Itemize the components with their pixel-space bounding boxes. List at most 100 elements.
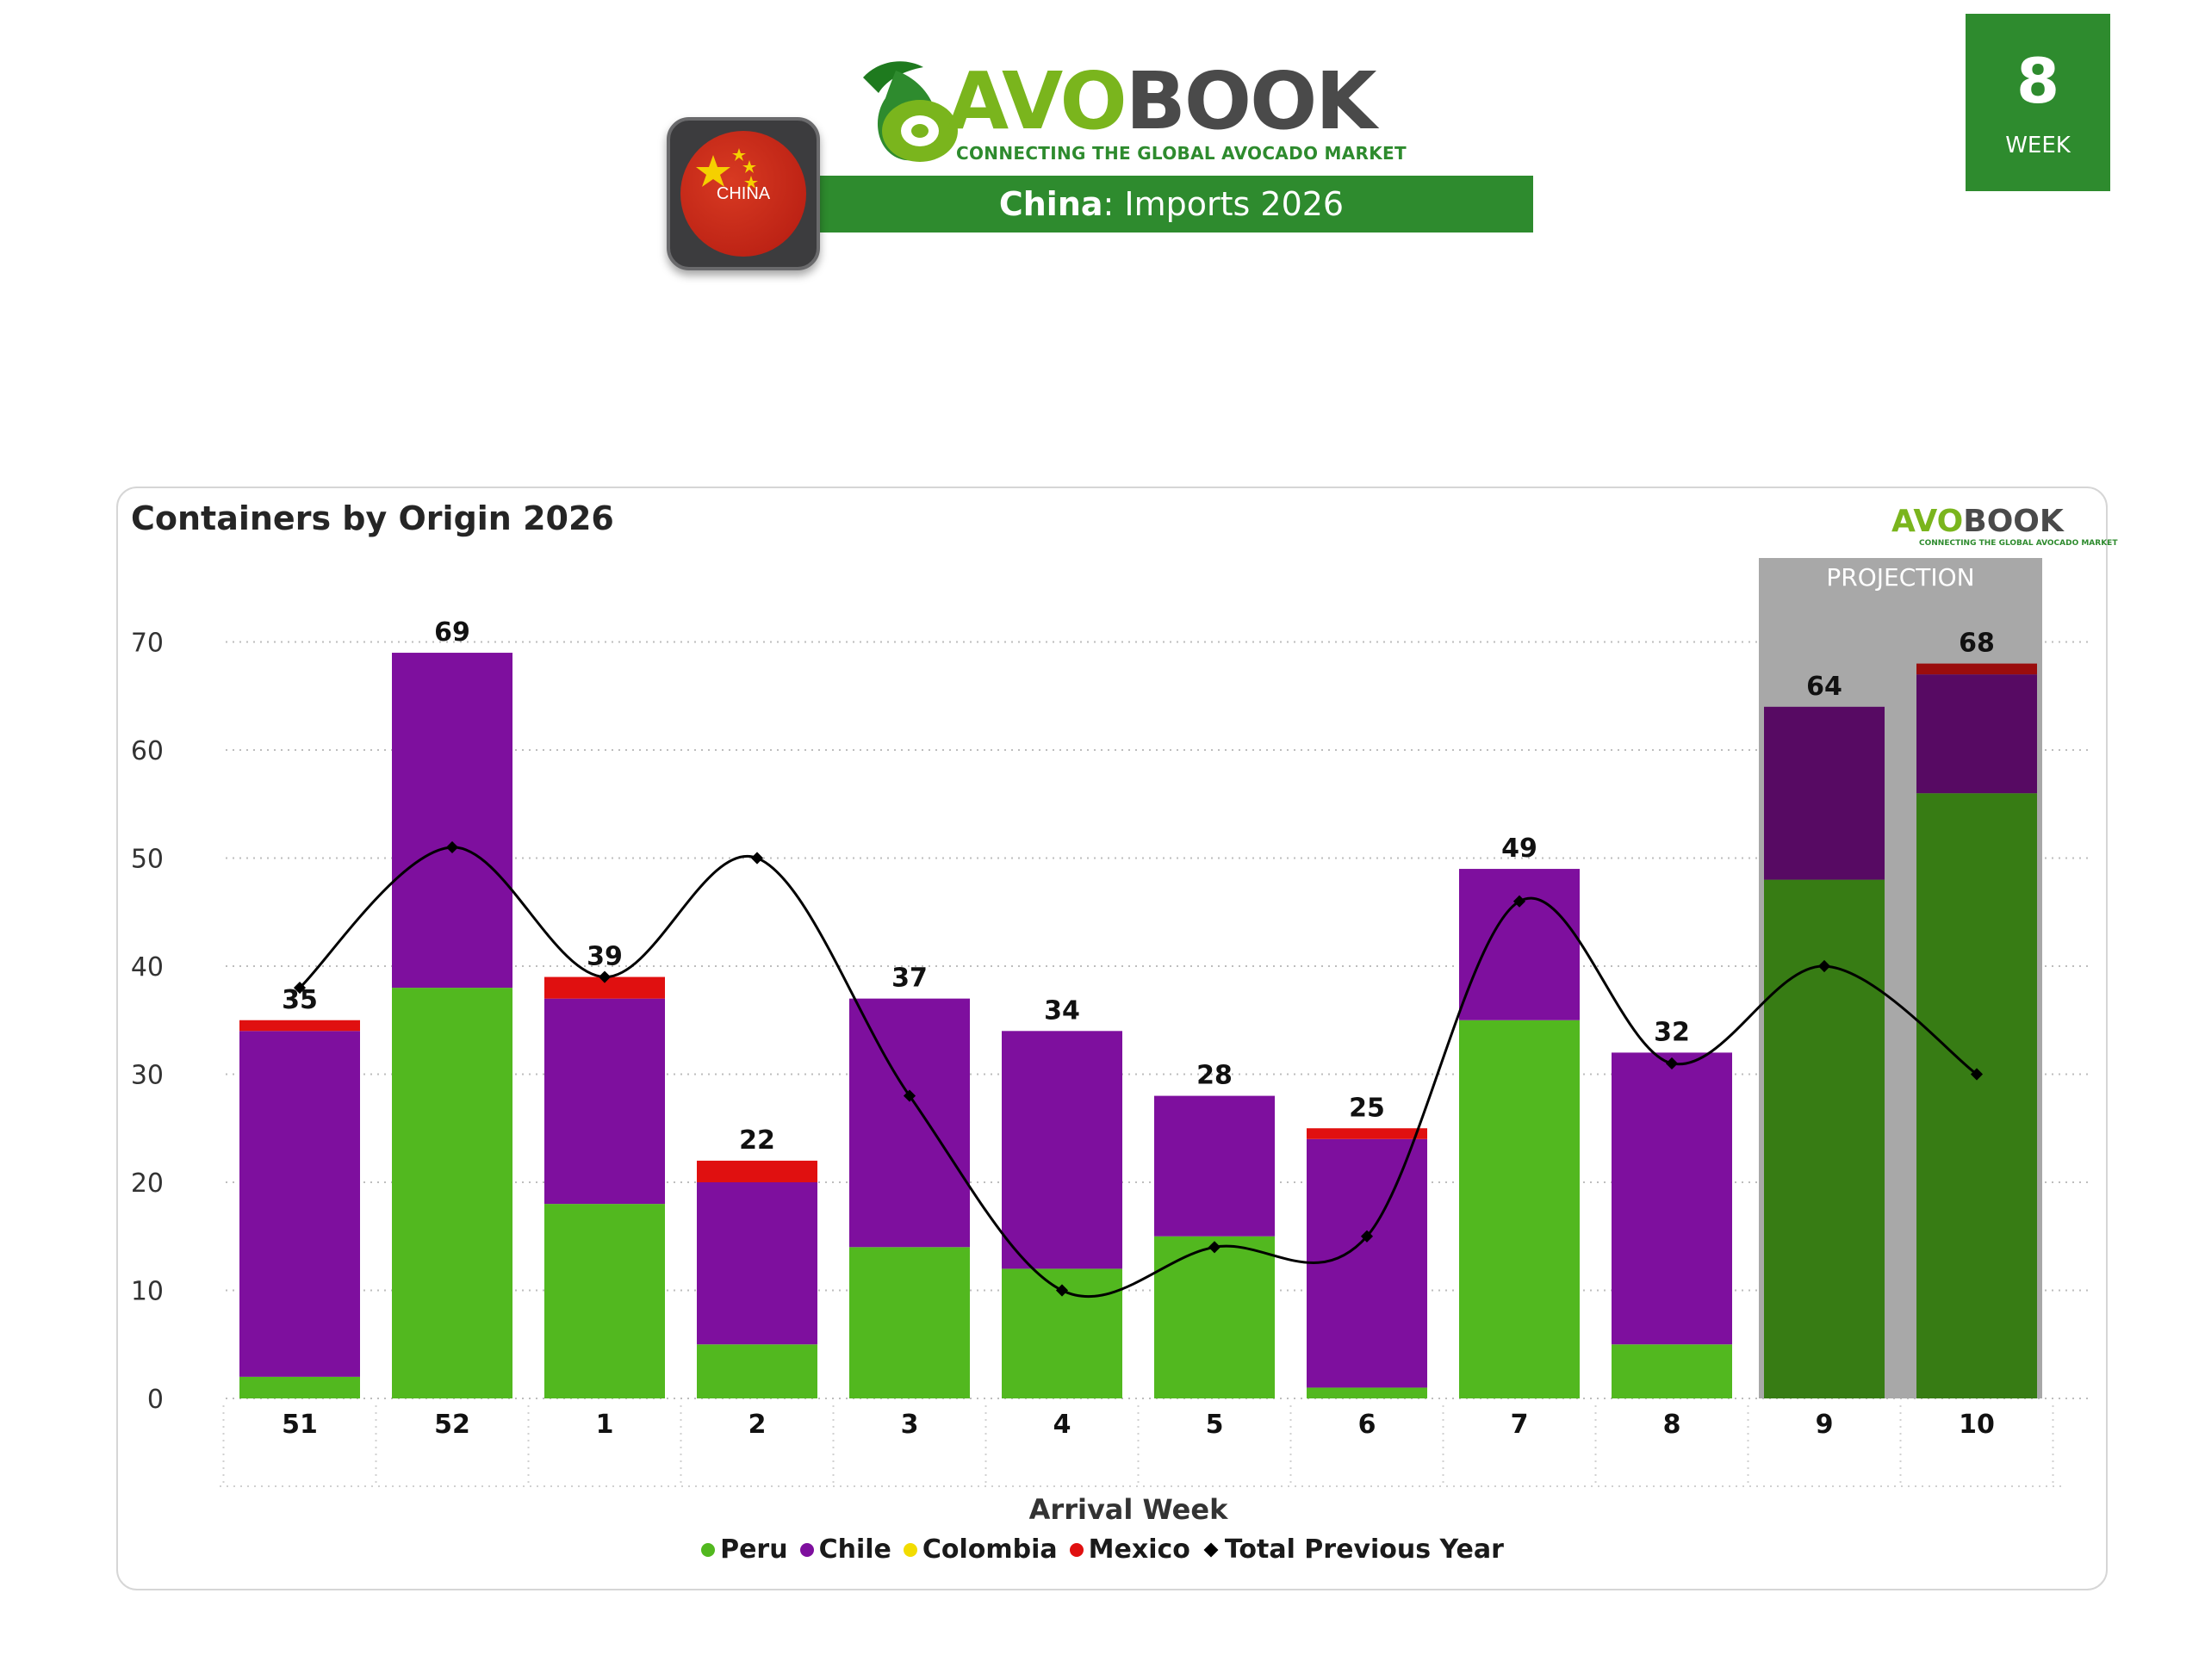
total-prev-point-6 — [1360, 1230, 1374, 1243]
total-prev-point-7 — [1512, 895, 1526, 908]
total-label-10: 68 — [1959, 629, 1995, 659]
bar-peru-5 — [1154, 1236, 1275, 1398]
x-tick-label-10: 10 — [1959, 1410, 1995, 1440]
legend-colombia-swatch — [903, 1542, 917, 1557]
brand-avo: AVO — [947, 55, 1127, 147]
bar-mexico-10 — [1916, 663, 2037, 675]
legend-chile[interactable]: Chile — [799, 1534, 891, 1565]
projection-label: PROJECTION — [1826, 563, 1974, 592]
bar-peru-3 — [849, 1247, 970, 1398]
flag-label: CHINA — [716, 184, 771, 203]
bar-layer — [239, 653, 2037, 1398]
bar-chile-4 — [1002, 1031, 1122, 1269]
legend-colombia[interactable]: Colombia — [903, 1534, 1058, 1565]
total-label-9: 64 — [1806, 672, 1842, 702]
legend-mexico-label: Mexico — [1088, 1534, 1190, 1565]
total-label-2: 22 — [739, 1125, 775, 1156]
bar-peru-10 — [1916, 793, 2037, 1398]
legend-total-prev-label: Total Previous Year — [1224, 1534, 1504, 1565]
page-title-bar: China: Imports 2026 — [810, 176, 1533, 232]
total-label-51: 35 — [282, 985, 318, 1015]
bar-peru-52 — [392, 988, 512, 1398]
x-tick-label-4: 4 — [1053, 1410, 1071, 1440]
chart-legend: Peru Chile Colombia Mexico Total Previou… — [0, 1534, 2205, 1565]
bar-mexico-51 — [239, 1020, 360, 1032]
bar-chile-7 — [1459, 869, 1580, 1020]
avobook-brand: AVOBOOK — [947, 62, 1377, 141]
bar-peru-7 — [1459, 1020, 1580, 1398]
bar-peru-2 — [697, 1344, 817, 1398]
bar-chile-51 — [239, 1031, 360, 1377]
mini-brand-book: BOOK — [1963, 504, 2064, 539]
total-prev-point-51 — [293, 982, 307, 995]
bar-chile-5 — [1154, 1095, 1275, 1237]
legend-peru-label: Peru — [720, 1534, 788, 1565]
x-tick-label-7: 7 — [1511, 1410, 1529, 1440]
x-tick-label-8: 8 — [1663, 1410, 1681, 1440]
bar-mexico-2 — [697, 1160, 817, 1182]
bar-chile-3 — [849, 998, 970, 1248]
bar-chile-6 — [1307, 1138, 1427, 1388]
y-tick-label: 70 — [131, 629, 164, 659]
total-label-4: 34 — [1044, 995, 1080, 1026]
bar-mexico-6 — [1307, 1128, 1427, 1139]
x-tick-label-51: 51 — [282, 1410, 318, 1440]
avobook-leaf-logo — [863, 61, 958, 162]
bar-peru-8 — [1612, 1344, 1732, 1398]
total-label-6: 25 — [1349, 1093, 1385, 1123]
legend-mexico[interactable]: Mexico — [1069, 1534, 1190, 1565]
total-prev-point-3 — [903, 1089, 916, 1102]
bar-peru-51 — [239, 1376, 360, 1398]
legend-peru[interactable]: Peru — [701, 1534, 788, 1565]
bar-chile-10 — [1916, 674, 2037, 794]
total-prev-point-52 — [445, 840, 459, 854]
x-tick-label-52: 52 — [434, 1410, 470, 1440]
bar-chile-8 — [1612, 1052, 1732, 1345]
grid-layer: 0 10 20 30 40 50 60 70 — [131, 629, 2093, 1487]
line-layer — [293, 840, 1984, 1299]
y-tick-label: 30 — [131, 1061, 164, 1091]
y-tick-label: 0 — [147, 1385, 164, 1415]
mini-brand-tagline: CONNECTING THE GLOBAL AVOCADO MARKET — [1919, 539, 2118, 548]
legend-mexico-swatch — [1069, 1542, 1084, 1557]
legend-total-prev[interactable]: Total Previous Year — [1202, 1534, 1504, 1565]
bar-chile-52 — [392, 653, 512, 989]
total-label-8: 32 — [1654, 1017, 1690, 1047]
y-tick-label: 50 — [131, 845, 164, 875]
total-label-1: 39 — [587, 942, 623, 972]
x-axis-title: Arrival Week — [1028, 1493, 1228, 1526]
mini-brand-logo: AVOBOOK — [1891, 506, 2064, 537]
y-tick-label: 40 — [131, 952, 164, 983]
bar-chile-9 — [1764, 706, 1885, 880]
bar-peru-9 — [1764, 879, 1885, 1398]
bar-chile-1 — [544, 998, 665, 1205]
total-prev-point-1 — [598, 970, 612, 983]
legend-colombia-label: Colombia — [922, 1534, 1058, 1565]
total-prev-point-2 — [750, 852, 764, 865]
total-label-5: 28 — [1196, 1061, 1233, 1091]
x-tick-label-5: 5 — [1206, 1410, 1224, 1440]
title-country: China — [998, 185, 1103, 223]
total-label-3: 37 — [891, 964, 928, 994]
chart-title: Containers by Origin 2026 — [131, 499, 614, 537]
country-flag-tile: CHINA — [667, 117, 820, 270]
total-label-7: 49 — [1501, 834, 1537, 864]
week-number: 8 — [2016, 45, 2060, 117]
total-prev-point-4 — [1055, 1284, 1069, 1297]
mini-brand-avo: AVO — [1891, 504, 1964, 539]
total-prev-point-8 — [1665, 1057, 1679, 1070]
x-tick-label-6: 6 — [1358, 1410, 1376, 1440]
total-label-52: 69 — [434, 617, 470, 648]
y-tick-label: 20 — [131, 1169, 164, 1199]
bar-peru-6 — [1307, 1387, 1427, 1398]
x-tick-label-2: 2 — [748, 1410, 767, 1440]
bar-peru-1 — [544, 1204, 665, 1398]
brand-book: BOOK — [1125, 55, 1377, 147]
y-tick-label: 10 — [131, 1277, 164, 1307]
week-label: WEEK — [2005, 133, 2071, 158]
total-prev-point-5 — [1208, 1241, 1221, 1254]
legend-peru-swatch — [701, 1542, 716, 1557]
x-tick-label-1: 1 — [596, 1410, 614, 1440]
